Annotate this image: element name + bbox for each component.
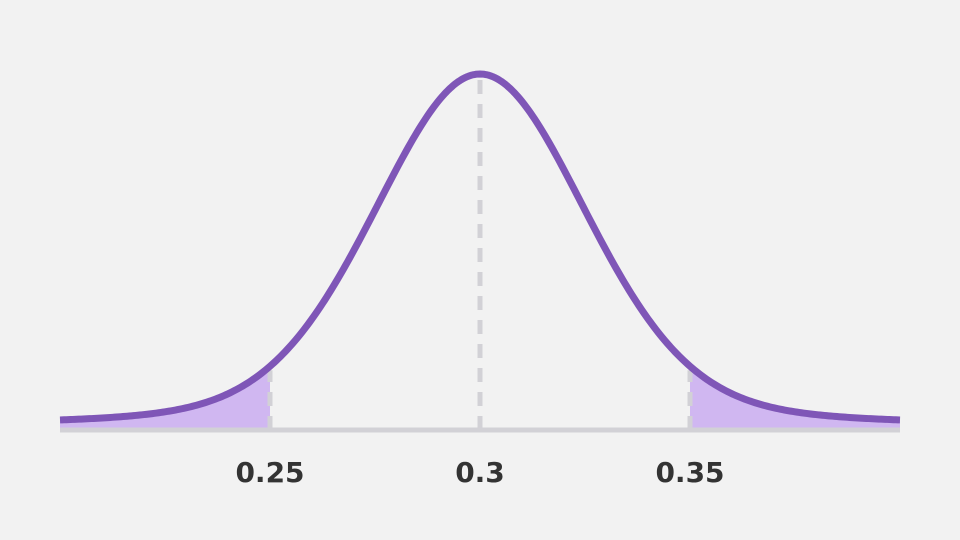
density-curve xyxy=(58,70,902,424)
x-axis-tick-labels: 0.25 0.3 0.35 xyxy=(235,456,724,489)
x-tick-label: 0.3 xyxy=(455,456,505,489)
x-tick-label: 0.35 xyxy=(655,456,724,489)
shaded-regions xyxy=(60,366,900,430)
right-tail-shaded-area xyxy=(690,366,900,430)
left-tail-shaded-area xyxy=(60,366,270,430)
x-tick-label: 0.25 xyxy=(235,456,304,489)
reference-lines xyxy=(267,78,693,430)
